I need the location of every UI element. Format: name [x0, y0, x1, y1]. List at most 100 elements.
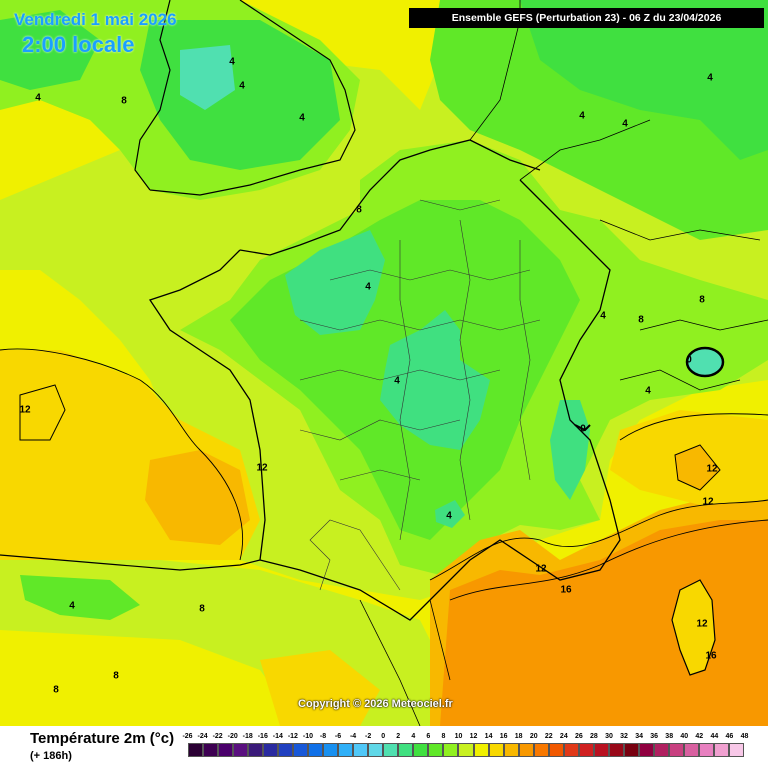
scale-swatch [684, 743, 700, 757]
scale-swatch [548, 743, 564, 757]
zone-spain-warm [260, 650, 380, 726]
scale-label: -8 [319, 733, 327, 740]
zone-italy-spot [674, 444, 721, 491]
scale-swatch [247, 743, 263, 757]
zone-atlantic-14 [145, 450, 250, 545]
scale-label: 8 [441, 733, 446, 740]
model-info-banner: Ensemble GEFS (Perturbation 23) - 06 Z d… [409, 8, 764, 28]
scale-label: 4 [411, 733, 416, 740]
zone-spain-green [20, 575, 140, 620]
scale-label: -18 [242, 733, 253, 740]
scale-label: 46 [725, 733, 734, 740]
scale-label: 18 [514, 733, 523, 740]
color-scale: -26 -24 -22 -20 -18 -16 -14 -12 -10 -8 -6 -4 -2 0 2 4 6 8… [180, 733, 752, 765]
zone-cold-alps [685, 346, 725, 378]
scale-label: -12 [287, 733, 298, 740]
scale-label: -26 [182, 733, 193, 740]
zone-med-16 [440, 520, 768, 726]
scale-swatch [503, 743, 519, 757]
scale-swatch [262, 743, 278, 757]
scale-label: 42 [695, 733, 704, 740]
scale-label: 16 [499, 733, 508, 740]
scale-swatch [323, 743, 339, 757]
scale-swatch [307, 743, 323, 757]
uk-coastline [134, 0, 356, 196]
scale-swatch [639, 743, 655, 757]
departement-borders [299, 199, 541, 591]
scale-label: 30 [605, 733, 613, 740]
scale-swatch [609, 743, 625, 757]
zone-corsica [671, 579, 716, 676]
scale-label: -14 [272, 733, 283, 740]
scale-swatch [533, 743, 549, 757]
scale-swatch [699, 743, 715, 757]
zone-cool-paris [285, 230, 385, 335]
scale-label: 40 [680, 733, 689, 740]
scale-label: 10 [454, 733, 463, 740]
isotherm-8-alps [619, 413, 768, 441]
scale-label: -20 [227, 733, 238, 740]
spain-coastline [0, 554, 261, 571]
scale-swatch [669, 743, 685, 757]
scale-swatch [202, 743, 218, 757]
scale-swatch [428, 743, 444, 757]
scale-swatch [714, 743, 730, 757]
scale-swatch [578, 743, 594, 757]
zone-north-deep-green [520, 0, 768, 160]
legend-subtitle: (+ 186h) [30, 750, 72, 762]
forecast-time: 2:00 locale [22, 32, 135, 57]
isotherm-16 [449, 519, 768, 601]
scale-label: 22 [544, 733, 553, 740]
scale-label: 0 [381, 733, 386, 740]
scale-swatch [458, 743, 474, 757]
scale-swatch [217, 743, 233, 757]
scale-swatch [624, 743, 640, 757]
zone-ireland [0, 10, 100, 90]
scale-swatch [473, 743, 489, 757]
scale-label: -4 [349, 733, 357, 740]
scale-swatch [277, 743, 293, 757]
scale-swatch [187, 743, 203, 757]
scale-label: -10 [302, 733, 313, 740]
scale-label: 48 [740, 733, 749, 740]
scale-swatch [443, 743, 459, 757]
scale-swatch [563, 743, 579, 757]
scale-label: -16 [257, 733, 268, 740]
temperature-map [0, 0, 768, 726]
scale-swatch [353, 743, 369, 757]
scale-label: 14 [484, 733, 493, 740]
legend-title: Température 2m (°c) [30, 730, 175, 747]
isotherm-12 [0, 348, 244, 561]
scale-swatch [654, 743, 670, 757]
forecast-date: Vendredi 1 mai 2026 [14, 10, 177, 29]
scale-swatch [488, 743, 504, 757]
scale-swatch [232, 743, 248, 757]
copyright-text: Copyright © 2026 Meteociel.fr [298, 698, 453, 710]
scale-swatch [368, 743, 384, 757]
scale-label: -2 [365, 733, 372, 740]
spain-borders [359, 599, 451, 726]
europe-borders [469, 0, 768, 391]
scale-label: 26 [574, 733, 583, 740]
isotherm-0-small [574, 424, 591, 432]
scale-label: -6 [334, 733, 342, 740]
zone-cool-massif [435, 500, 465, 528]
scale-label: 36 [650, 733, 659, 740]
scale-label: -24 [197, 733, 208, 740]
scale-swatch [413, 743, 429, 757]
scale-label: -22 [212, 733, 223, 740]
france-border [148, 139, 621, 621]
scale-label: 34 [635, 733, 643, 740]
scale-swatch [518, 743, 534, 757]
scale-swatch [729, 743, 745, 757]
isotherm-12-med [429, 499, 768, 581]
zone-spain-yellow [0, 630, 300, 726]
scale-swatch [383, 743, 399, 757]
legend-panel: Température 2m (°c) (+ 186h) -26 -24 -22 -2… [0, 726, 768, 768]
scale-label: 38 [665, 733, 674, 740]
scale-swatch [398, 743, 414, 757]
scale-label: 2 [396, 733, 401, 740]
scale-swatch [338, 743, 354, 757]
scale-swatch [593, 743, 609, 757]
zone-atlantic-spot [19, 384, 66, 441]
